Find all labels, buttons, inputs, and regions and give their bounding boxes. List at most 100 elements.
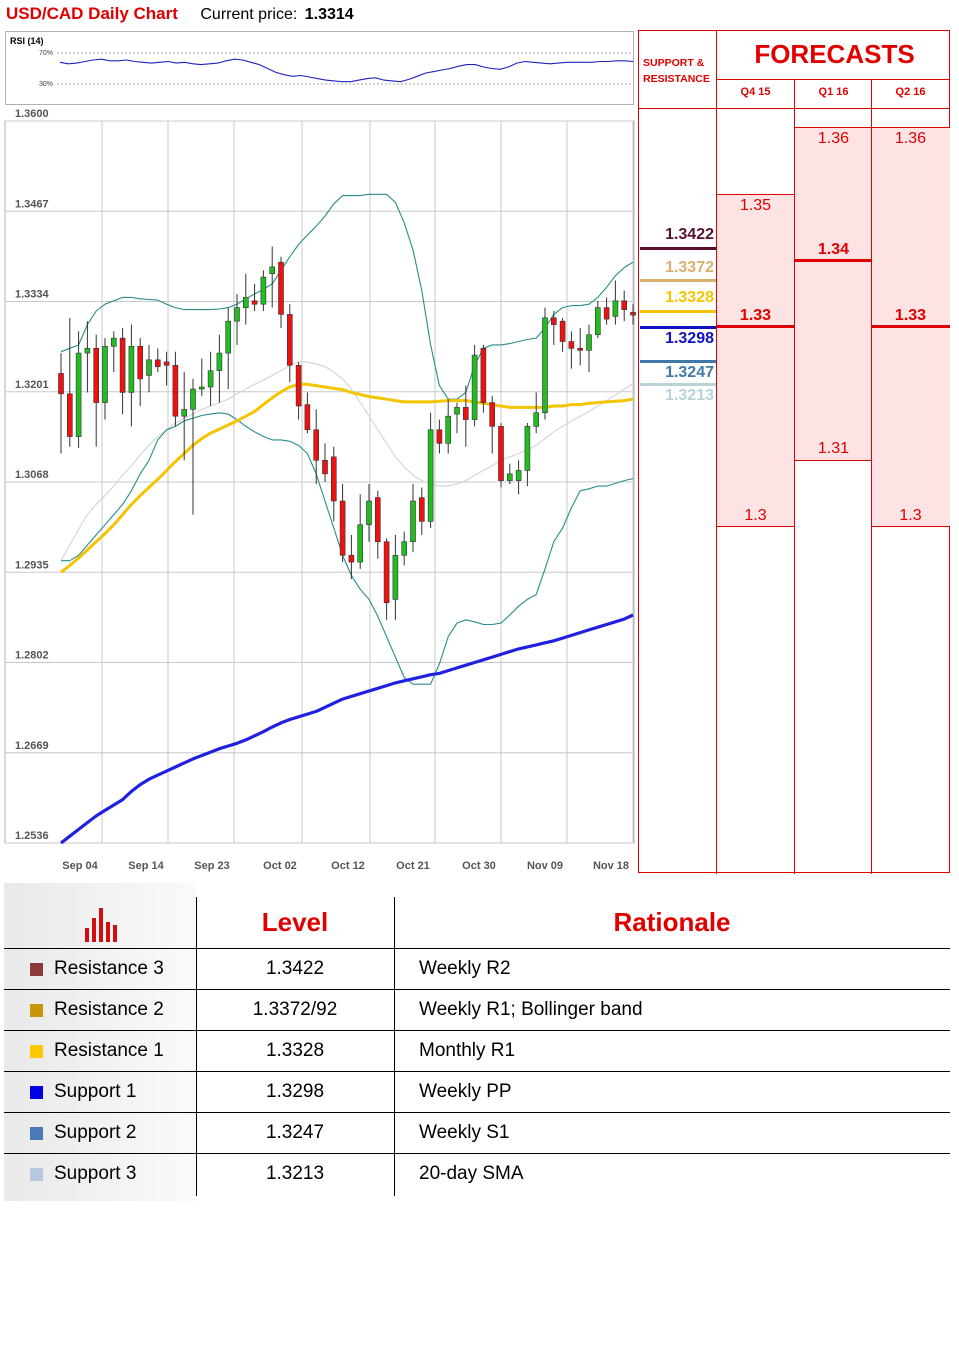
level-color-swatch — [30, 1045, 43, 1058]
divider — [794, 79, 795, 874]
row-level: 1.3372/92 — [252, 999, 338, 1020]
candle-up — [515, 470, 522, 481]
candle-up — [260, 276, 267, 305]
divider — [871, 79, 872, 874]
sma20-line — [60, 361, 634, 561]
candle-up — [366, 500, 372, 526]
y-tick-label: 1.3068 — [15, 469, 49, 481]
bollinger-lower-line — [61, 412, 634, 685]
x-tick-label: Oct 21 — [396, 860, 430, 872]
forecast-q4-15-low: 1.3 — [744, 507, 767, 524]
x-tick-label: Sep 14 — [128, 860, 164, 872]
candle-down — [304, 404, 311, 431]
candle-up — [84, 348, 91, 354]
row-rationale: Weekly S1 — [419, 1122, 510, 1143]
candle-down — [330, 456, 337, 502]
candle-up — [586, 334, 592, 351]
sr-level-s1: 1.3298 — [665, 330, 714, 347]
sr-level-r1: 1.3328 — [665, 289, 714, 306]
candle-down — [286, 314, 293, 366]
row-label: Resistance 2 — [54, 999, 164, 1020]
row-level: 1.3422 — [265, 958, 325, 979]
forecast-range-q4-15 — [717, 194, 794, 527]
candle-up — [128, 345, 135, 393]
y-tick-label: 1.2935 — [15, 559, 49, 571]
row-level: 1.3247 — [265, 1122, 325, 1143]
table-header-level: Level — [261, 907, 329, 937]
divider — [716, 31, 717, 874]
x-tick-label: Oct 02 — [263, 860, 297, 872]
candle-down — [137, 345, 143, 380]
candle-down — [93, 348, 99, 403]
table-row: Resistance 3 1.3422 Weekly R2 — [4, 948, 950, 989]
candle-up — [471, 354, 478, 420]
candle-down — [322, 459, 328, 475]
candle-down — [568, 341, 575, 349]
y-tick-label: 1.3467 — [15, 198, 49, 210]
x-tick-label: Oct 12 — [331, 860, 365, 872]
sr-line-s1 — [640, 326, 716, 329]
candle-down — [436, 429, 443, 444]
x-tick-label: Nov 18 — [593, 860, 629, 872]
y-tick-label: 1.2669 — [15, 740, 49, 752]
candle-down — [383, 541, 390, 604]
candle-up — [506, 473, 513, 481]
candle-down — [550, 317, 557, 325]
candle-down — [58, 373, 64, 395]
rsi-level-30: 30% — [39, 81, 54, 88]
current-price-label: Current price: — [200, 6, 298, 23]
sr-level-s3: 1.3213 — [665, 387, 714, 404]
candle-up — [427, 429, 434, 522]
candle-down — [119, 337, 126, 393]
divider — [717, 79, 950, 80]
candle-up — [75, 352, 82, 437]
candle-down — [603, 307, 610, 320]
candle-up — [234, 307, 240, 322]
row-level: 1.3298 — [265, 1081, 325, 1102]
candle-down — [621, 300, 628, 310]
candle-down — [374, 497, 381, 543]
row-level: 1.3213 — [265, 1163, 325, 1184]
sr-line-r3 — [640, 247, 716, 250]
table-row: Resistance 2 1.3372/92 Weekly R1; Bollinge… — [4, 989, 950, 1030]
candle-down — [559, 320, 566, 342]
table-header-rationale: Rationale — [613, 907, 731, 937]
quarter-header-q4-15: Q4 15 — [740, 86, 771, 98]
forecast-q1-16-mid: 1.34 — [817, 241, 850, 258]
candle-down — [163, 361, 170, 366]
forecast-range-q1-16 — [795, 127, 871, 461]
candle-down — [172, 364, 179, 417]
current-price-value: 1.3314 — [304, 6, 354, 23]
forecast-q1-16-high: 1.36 — [817, 130, 850, 147]
sr-line-r2 — [640, 279, 716, 282]
candle-up — [181, 409, 187, 417]
table-row: Support 3 1.3213 20-day SMA — [4, 1153, 950, 1194]
candle-down — [480, 348, 487, 403]
candle-up — [533, 412, 540, 427]
level-color-swatch — [30, 1127, 43, 1140]
sr-level-s2: 1.3247 — [665, 364, 714, 381]
candle-up — [190, 388, 196, 410]
support-resistance-header: SUPPORT & RESISTANCE — [643, 57, 710, 85]
forecast-q2-16-mid: 1.33 — [894, 307, 927, 324]
forecast-q1-16-mid-line — [795, 259, 871, 262]
level-color-swatch — [30, 1086, 43, 1099]
sr-level-r3: 1.3422 — [665, 226, 714, 243]
y-tick-label: 1.2536 — [15, 830, 49, 842]
sr-level-r2: 1.3372 — [665, 259, 714, 276]
candle-up — [243, 297, 249, 308]
chart-header: USD/CAD Daily Chart Current price: 1.331… — [6, 4, 354, 26]
candle-down — [462, 407, 469, 420]
rsi-level-70: 70% — [39, 50, 54, 57]
forecast-q4-15-mid: 1.33 — [739, 307, 772, 324]
table-row: Support 1 1.3298 Weekly PP — [4, 1071, 950, 1112]
candle-up — [445, 415, 452, 444]
candle-down — [498, 426, 504, 481]
row-label: Support 3 — [54, 1163, 137, 1184]
column-divider — [394, 897, 395, 1196]
sr-line-s3 — [640, 383, 716, 386]
table-row: Support 2 1.3247 Weekly S1 — [4, 1112, 950, 1153]
candle-up — [269, 266, 276, 274]
candle-up — [357, 524, 364, 563]
candle-down — [295, 364, 302, 407]
